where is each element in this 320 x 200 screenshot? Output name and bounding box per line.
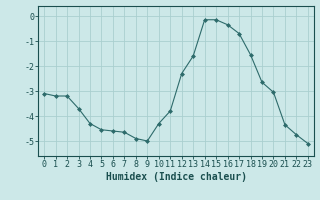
X-axis label: Humidex (Indice chaleur): Humidex (Indice chaleur) — [106, 172, 246, 182]
